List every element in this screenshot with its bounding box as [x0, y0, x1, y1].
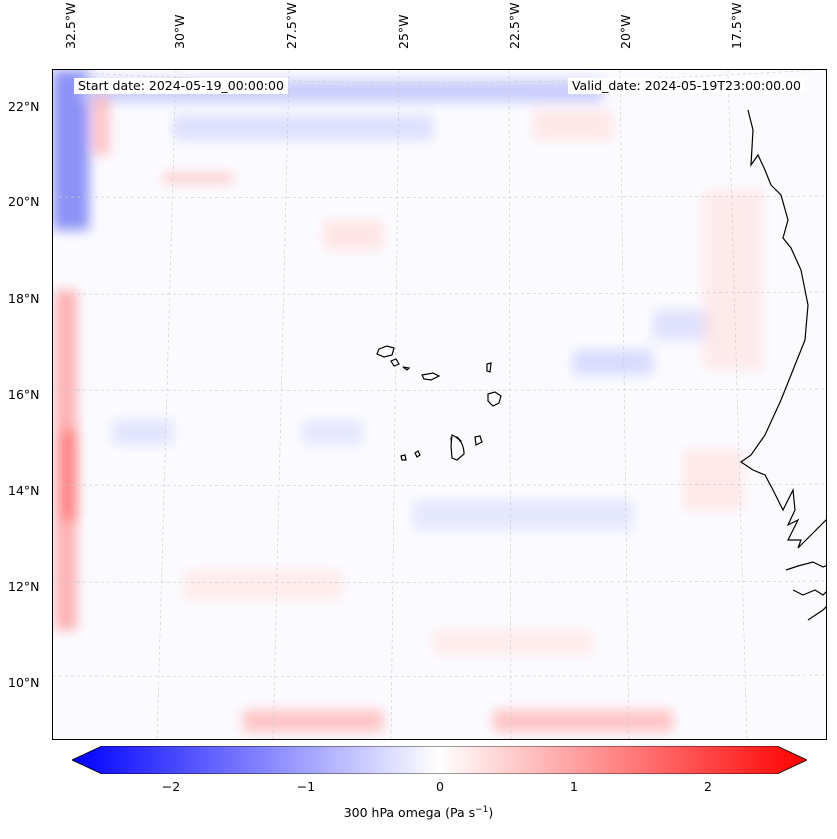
colorbar	[72, 746, 807, 774]
lon-tick: 30°W	[172, 14, 187, 49]
field-anomalies	[53, 70, 763, 732]
lat-tick: 22°N	[8, 99, 40, 114]
lon-tick: 32.5°W	[63, 2, 78, 49]
lat-tick: 10°N	[8, 675, 40, 690]
coastline	[739, 109, 826, 621]
colorbar-tick: 2	[704, 779, 712, 794]
lat-tick: 20°N	[8, 194, 40, 209]
colorbar-label: 300 hPa omega (Pa s−1)	[343, 805, 494, 821]
lon-tick: 22.5°W	[507, 2, 522, 49]
cabo-verde-islands	[376, 345, 502, 461]
colorbar-tick: 1	[570, 779, 578, 794]
lat-tick: 12°N	[8, 579, 40, 594]
gridlines	[53, 70, 826, 739]
omega-field	[53, 70, 826, 739]
map-panel	[52, 69, 827, 740]
lat-tick: 16°N	[8, 387, 40, 402]
lon-tick: 20°W	[618, 14, 633, 49]
colorbar-tick: −2	[161, 779, 181, 794]
lat-tick: 18°N	[8, 291, 40, 306]
lon-tick: 17.5°W	[729, 2, 744, 49]
colorbar-tick: −1	[296, 779, 316, 794]
lon-tick: 25°W	[396, 14, 411, 49]
lat-tick: 14°N	[8, 483, 40, 498]
valid-date-label: Valid_date: 2024-05-19T23:00:00.00	[567, 78, 805, 94]
lon-tick: 27.5°W	[284, 2, 299, 49]
colorbar-tick: 0	[436, 779, 444, 794]
start-date-label: Start date: 2024-05-19_00:00:00	[74, 78, 288, 94]
